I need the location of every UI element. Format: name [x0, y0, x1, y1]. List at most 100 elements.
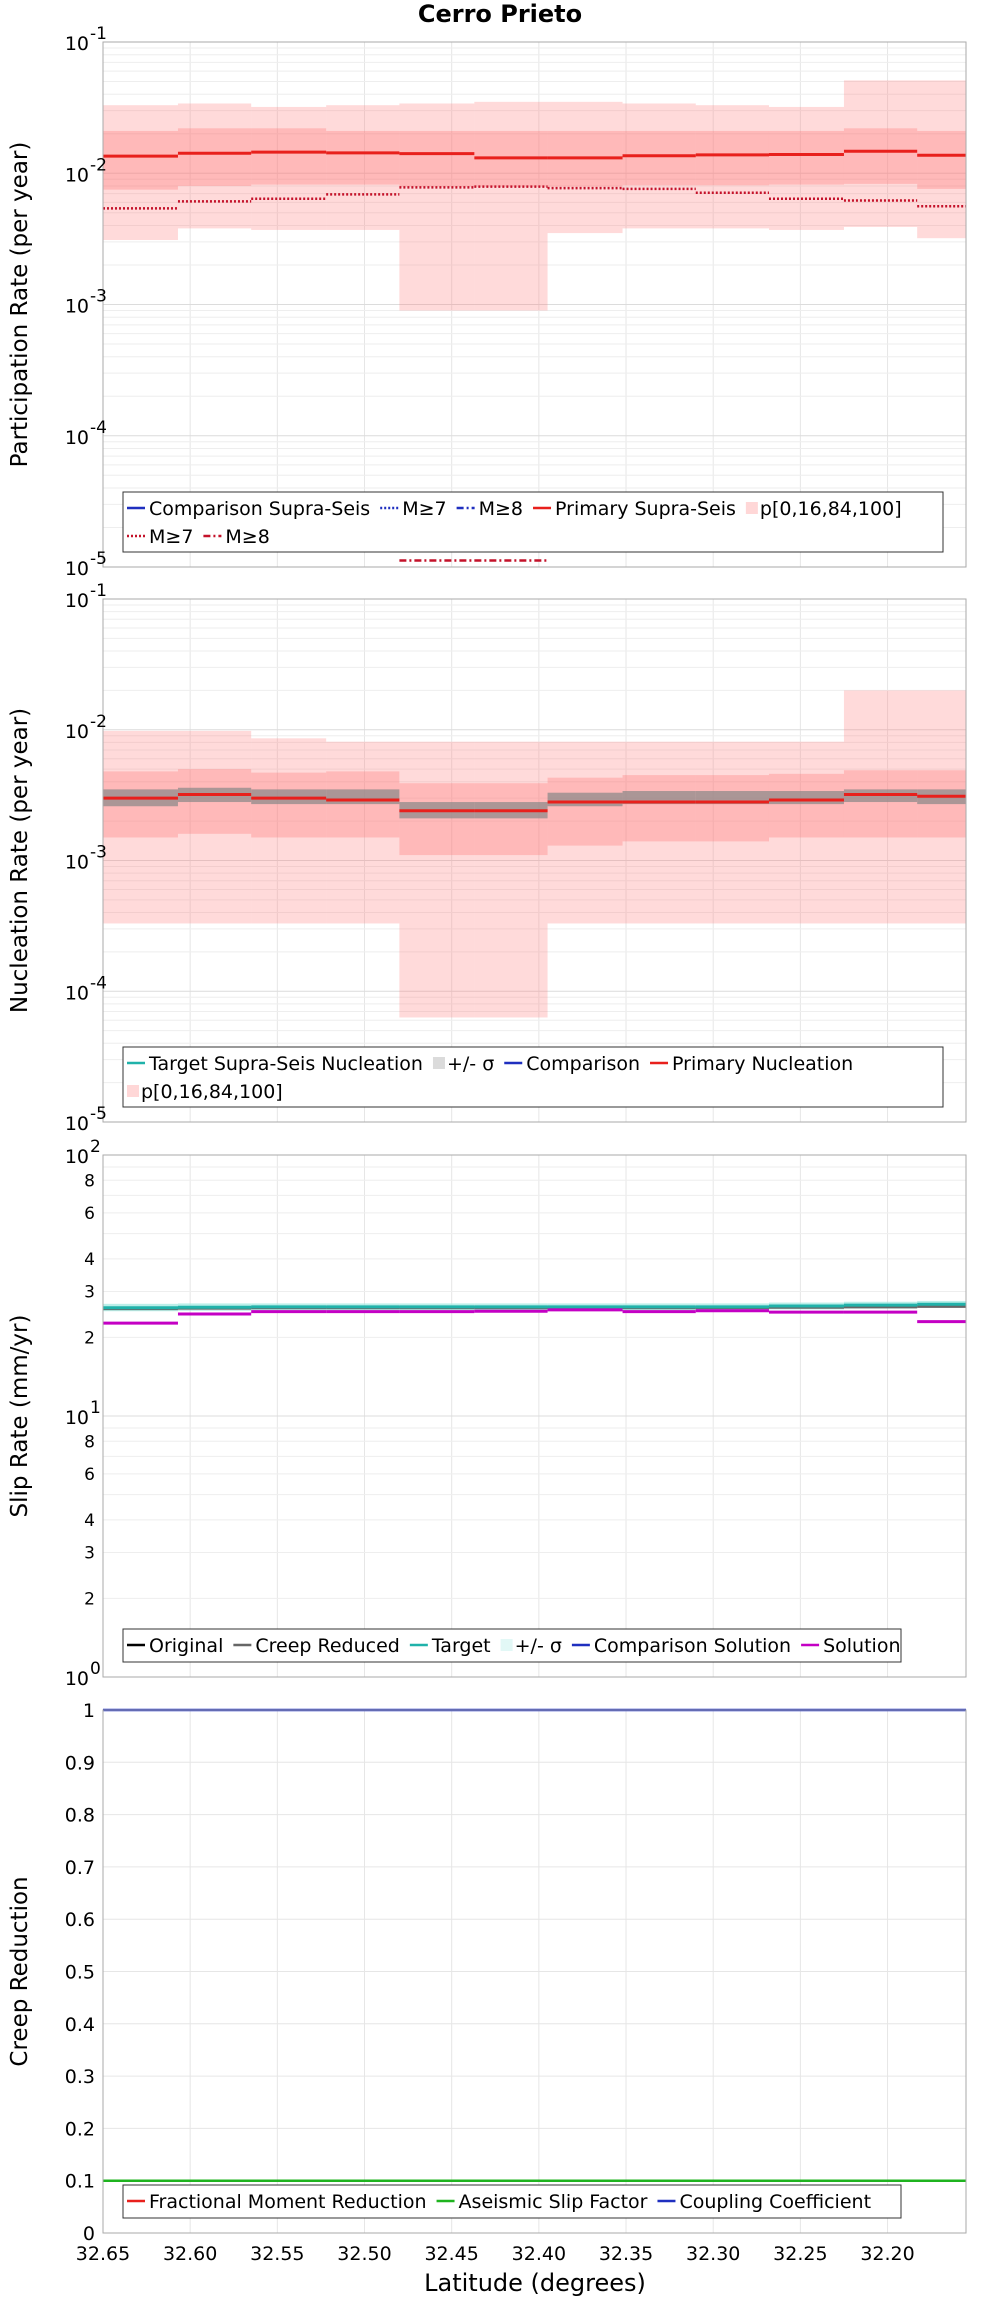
y-minor-tick-label: 2 — [84, 1328, 95, 1348]
legend-swatch — [127, 1085, 139, 1097]
panel-creep: 0 0.1 0.2 0.3 0.4 0.5 0.6 0.7 0.8 0.9 1 Creep Reduc… — [7, 1700, 967, 2245]
band-p0-p100 — [474, 741, 548, 1018]
legend-label: Comparison — [526, 1053, 640, 1075]
x-tick-label: 32.30 — [686, 2243, 740, 2265]
band-p16-p84 — [399, 783, 475, 856]
legend: Target Supra-Seis Nucleation +/- σ Compari… — [122, 1046, 944, 1108]
chart-title: Cerro Prieto — [418, 0, 582, 28]
legend-swatch — [432, 1057, 445, 1069]
band-p16-p84 — [474, 783, 548, 856]
x-tick-label: 32.25 — [773, 2243, 827, 2265]
x-tick-label: 32.50 — [337, 2243, 391, 2265]
legend-label: Primary Supra-Seis — [555, 498, 736, 520]
y-tick-exponent: -2 — [90, 155, 107, 175]
legend-swatch — [745, 502, 758, 514]
y-minor-tick-label: 8 — [84, 1171, 95, 1191]
band-p0-p100 — [399, 103, 475, 311]
band-p16-p84 — [917, 130, 966, 189]
legend-label: Fractional Moment Reduction — [149, 2191, 427, 2213]
legend-box — [122, 1628, 902, 1663]
y-tick-label: 0.4 — [65, 2014, 95, 2036]
y-tick-exponent: -2 — [90, 712, 107, 732]
y-tick-label: 0 — [83, 2223, 95, 2245]
band-p16-p84 — [547, 777, 623, 846]
x-tick-label: 32.40 — [512, 2243, 566, 2265]
y-axis-label: Nucleation Rate (per year) — [7, 708, 33, 1013]
y-tick-exponent: 1 — [90, 1398, 101, 1418]
y-tick-exponent: -1 — [90, 581, 107, 601]
band-p16-p84 — [843, 128, 918, 184]
plot-frame — [102, 598, 967, 1123]
y-tick-exponent: -3 — [90, 843, 107, 863]
band-p16-p84 — [768, 130, 844, 185]
legend: Fractional Moment Reduction Aseismic Slip… — [122, 2184, 902, 2219]
band-p0-p100 — [695, 105, 769, 229]
y-tick-label: 10 — [65, 982, 89, 1004]
y-tick-label: 10 — [65, 164, 89, 186]
y-minor-tick-label: 4 — [84, 1511, 95, 1531]
band-p16-p84 — [843, 770, 918, 838]
band-p16-p84 — [326, 130, 400, 185]
band-p0-p100 — [326, 105, 400, 230]
y-tick-exponent: -1 — [90, 24, 107, 44]
band-p0-p100 — [177, 730, 252, 924]
band-p16-p84 — [622, 775, 696, 842]
target-sigma-band — [326, 789, 400, 805]
y-minor-tick-label: 2 — [84, 1589, 95, 1609]
band-p0-p100 — [547, 741, 623, 924]
y-minor-tick-label: 8 — [84, 1432, 95, 1452]
legend-label: Comparison Supra-Seis — [149, 498, 370, 520]
legend: Comparison Supra-Seis M≥7 M≥8 Primary Supra… — [122, 491, 944, 553]
y-tick-label: 10 — [65, 1407, 89, 1429]
band-p0-p100 — [177, 103, 252, 229]
y-minor-tick-label: 3 — [84, 1543, 95, 1563]
band-p0-p100 — [103, 730, 178, 924]
band-p0-p100 — [399, 741, 475, 1018]
band-p0-p100 — [474, 101, 548, 311]
y-tick-label: 10 — [65, 558, 89, 580]
band-p16-p84 — [399, 130, 475, 187]
legend-label: Target — [431, 1635, 491, 1657]
legend-box — [122, 491, 944, 553]
x-axis-label: Latitude (degrees) — [424, 2269, 646, 2297]
band-p0-p100 — [843, 80, 918, 227]
plot-frame — [102, 41, 967, 568]
x-tick-label: 32.60 — [163, 2243, 217, 2265]
y-minor-tick-label: 4 — [84, 1250, 95, 1270]
y-tick-label: 10 — [65, 296, 89, 318]
band-p0-p100 — [251, 106, 327, 230]
legend-label: Solution — [823, 1635, 900, 1657]
y-tick-exponent: -4 — [90, 973, 107, 993]
band-p16-p84 — [103, 130, 178, 190]
y-tick-label: 10 — [65, 427, 89, 449]
x-tick-label: 32.55 — [250, 2243, 304, 2265]
y-axis-label: Slip Rate (mm/yr) — [7, 1315, 33, 1518]
band-p0-p100 — [547, 101, 623, 234]
band-p16-p84 — [326, 771, 400, 838]
plot-frame — [102, 1154, 967, 1678]
y-tick-label: 10 — [65, 1146, 89, 1168]
legend-label: Creep Reduced — [255, 1635, 399, 1657]
y-minor-tick-label: 3 — [84, 1282, 95, 1302]
band-p16-p84 — [251, 128, 327, 185]
y-tick-exponent: -5 — [90, 549, 107, 569]
band-p0-p100 — [326, 741, 400, 924]
plot-frame — [102, 1709, 967, 2234]
y-tick-label: 0.6 — [65, 1909, 95, 1931]
band-p0-p100 — [251, 738, 327, 924]
y-minor-tick-label: 6 — [84, 1465, 95, 1485]
x-tick-label: 32.65 — [76, 2243, 130, 2265]
band-p0-p100 — [622, 741, 696, 924]
band-p0-p100 — [768, 741, 844, 924]
x-tick-label: 32.35 — [599, 2243, 653, 2265]
band-p16-p84 — [695, 775, 769, 842]
y-tick-label: 0.1 — [65, 2171, 95, 2193]
y-tick-label: 10 — [65, 1113, 89, 1135]
legend-label: M≥8 — [225, 526, 269, 548]
band-p16-p84 — [622, 130, 696, 186]
legend-label: Coupling Coefficient — [679, 2191, 871, 2213]
legend-label: Original — [149, 1635, 223, 1657]
target-sigma-band — [547, 792, 623, 807]
band-p16-p84 — [695, 130, 769, 186]
